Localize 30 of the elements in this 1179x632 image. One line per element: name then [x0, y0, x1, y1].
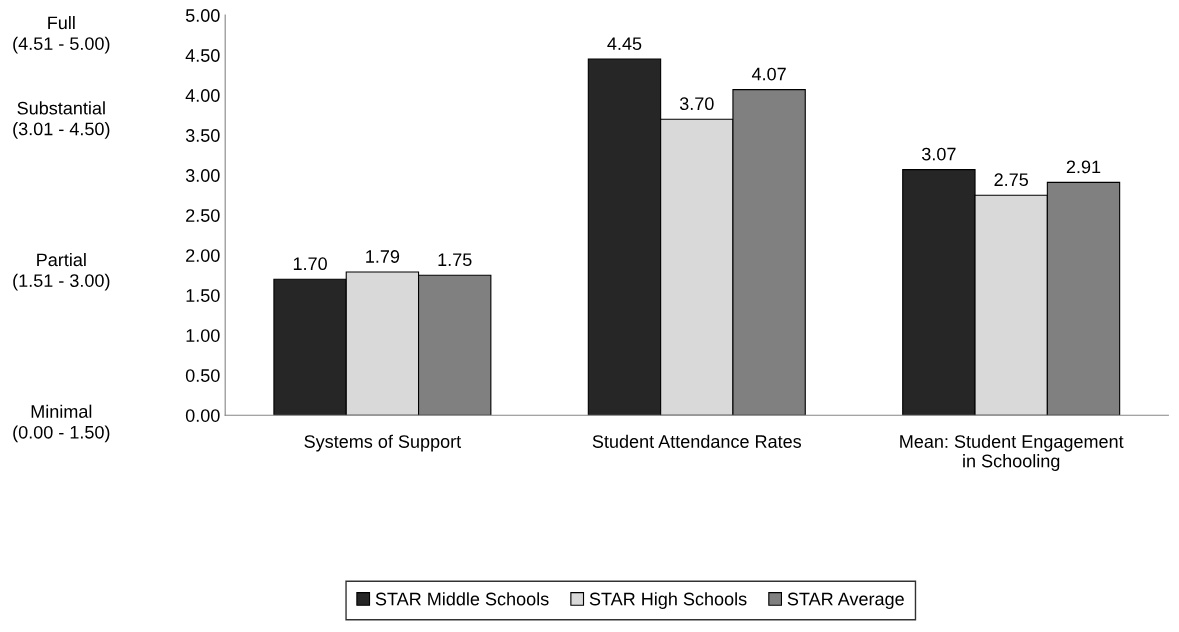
data-label: 3.07 [922, 147, 956, 161]
data-label: 2.75 [994, 173, 1028, 187]
x-tick-label: Student Attendance Rates [592, 434, 802, 448]
y-tick-label: 0.50 [185, 369, 220, 382]
text: Substantial (3.01 - 4.50) [13, 101, 110, 139]
data-label: 1.70 [293, 257, 327, 271]
data-label: 1.75 [438, 253, 472, 267]
data-label: 1.79 [366, 250, 400, 263]
data-label: 3.70 [679, 97, 714, 111]
data-label: 4.45 [607, 37, 642, 51]
y-tick-label: 1.50 [186, 289, 220, 302]
data-label: 2.91 [1066, 160, 1101, 174]
y-tick-label: 1.00 [186, 329, 220, 342]
legend-label: STAR Middle Schools [375, 592, 549, 606]
y-tick-label: 4.00 [185, 89, 220, 102]
y-tick-label: 3.00 [185, 169, 220, 182]
legend-label: STAR Average [787, 592, 904, 609]
legend-label: STAR High Schools [589, 592, 747, 609]
y-tick-label: 0.00 [185, 409, 220, 422]
x-tick-label: Mean: Student Engagement in Schooling [900, 434, 1124, 471]
text: Minimal (0.00 - 1.50) [13, 404, 110, 443]
text: Full (4.51 - 5.00) [13, 15, 110, 54]
y-tick-label: 2.50 [186, 209, 220, 222]
y-tick-label: 4.50 [185, 49, 220, 62]
y-tick-label: 5.00 [185, 9, 220, 22]
y-tick-label: 3.50 [185, 129, 220, 142]
data-label: 4.07 [751, 67, 786, 81]
x-tick-label: Systems of Support [304, 434, 462, 452]
text: Partial (1.51 - 3.00) [13, 252, 110, 291]
y-tick-label: 2.00 [186, 249, 220, 262]
